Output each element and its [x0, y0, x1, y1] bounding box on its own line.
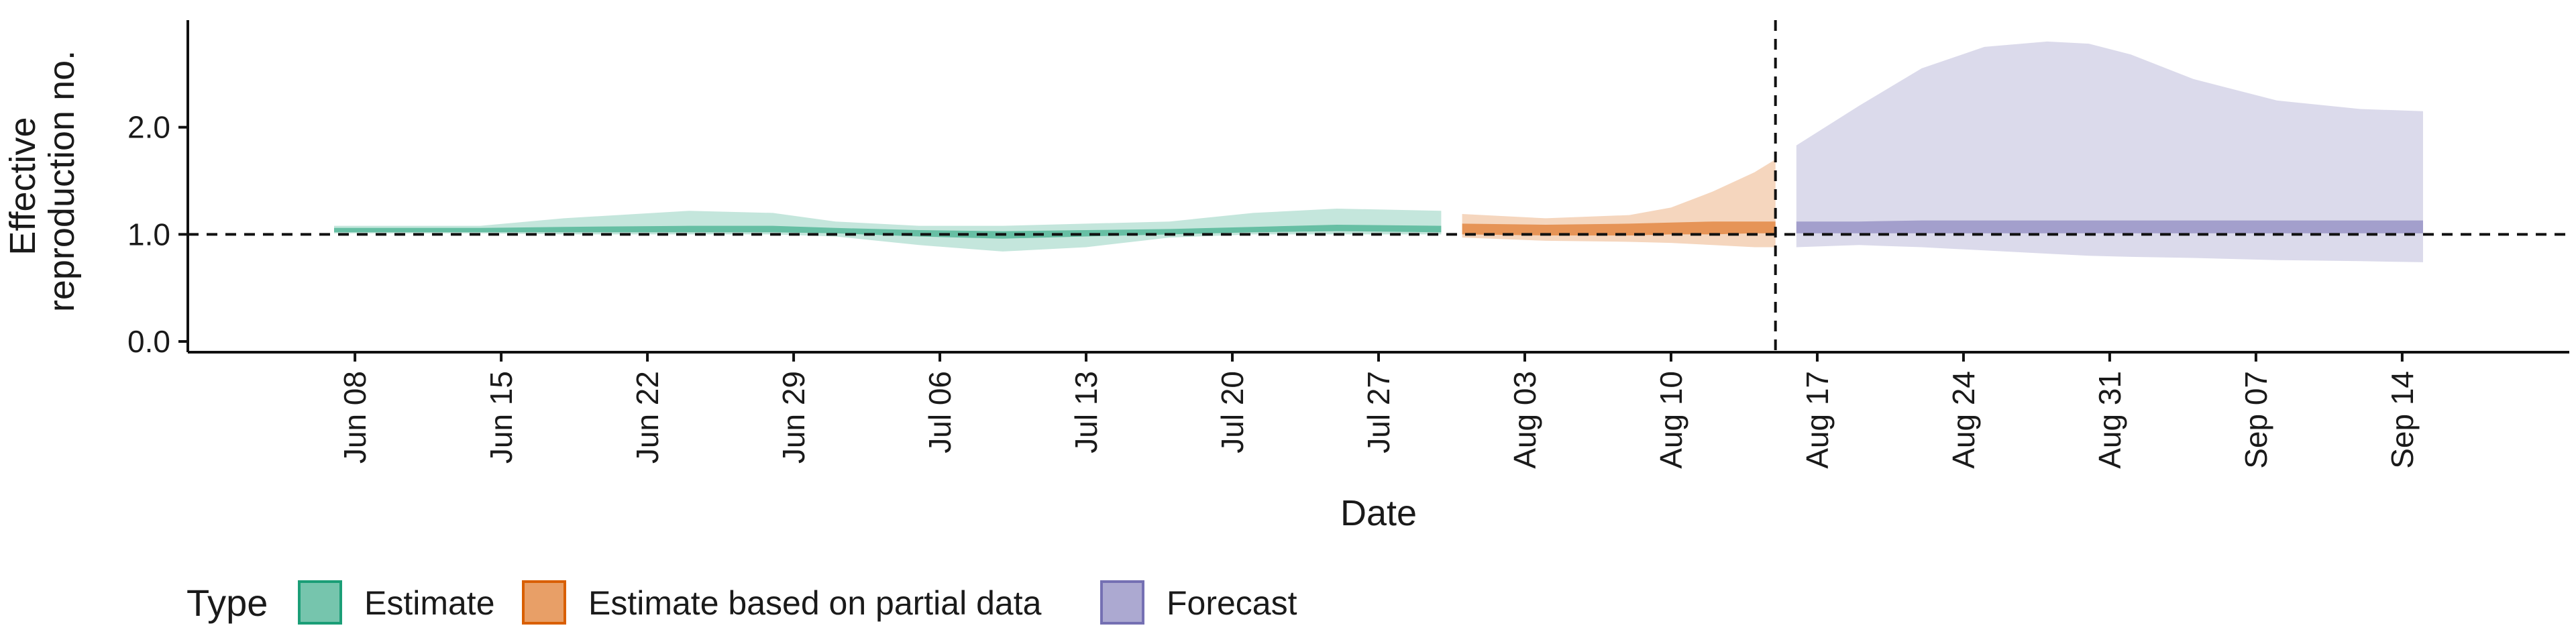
- y-tick-label: 0.0: [127, 324, 170, 359]
- axes: 0.0 1.0 2.0 Jun 08 Jun 15 Jun 22 Jun 29 Jul 06 J…: [127, 20, 2569, 469]
- x-tick-label: Aug 31: [2092, 371, 2127, 469]
- y-axis-title-line1: Effective: [3, 117, 43, 255]
- legend-swatch-estimate: [298, 580, 342, 625]
- legend-label-estimate: Estimate: [364, 584, 495, 622]
- y-axis-title-line2: reproduction no.: [42, 50, 82, 312]
- ribbon-bands: [334, 41, 2423, 262]
- x-tick-label: Jul 27: [1361, 371, 1396, 453]
- x-tick-label: Aug 17: [1800, 371, 1835, 469]
- ribbon-inner-estimate: [334, 225, 1442, 239]
- legend-label-partial: Estimate based on partial data: [588, 584, 1042, 622]
- y-axis-title: Effective reproduction no.: [3, 50, 82, 312]
- ribbon-inner-partial: [1462, 221, 1776, 235]
- reference-lines: [188, 20, 2569, 352]
- x-tick-label: Aug 10: [1654, 371, 1688, 469]
- legend-title: Type: [186, 582, 268, 624]
- x-axis-title: Date: [1340, 493, 1417, 533]
- x-tick-label: Jun 22: [630, 371, 665, 464]
- x-tick-label: Sep 14: [2385, 371, 2420, 469]
- x-tick-label: Jul 20: [1215, 371, 1250, 453]
- y-tick-label: 1.0: [127, 217, 170, 252]
- x-tick-label: Aug 03: [1507, 371, 1542, 469]
- y-tick-label: 2.0: [127, 110, 170, 145]
- x-tick-label: Jul 13: [1069, 371, 1104, 453]
- legend: Type Estimate Estimate based on partial …: [186, 580, 1297, 625]
- x-tick-label: Aug 24: [1946, 371, 1981, 469]
- legend-label-forecast: Forecast: [1167, 584, 1297, 622]
- x-tick-label: Jun 15: [484, 371, 519, 464]
- x-tick-label: Jun 29: [776, 371, 811, 464]
- x-tick-label: Jun 08: [337, 371, 372, 464]
- x-tick-label: Sep 07: [2239, 371, 2273, 469]
- x-tick-label: Jul 06: [922, 371, 957, 453]
- legend-swatch-partial: [522, 580, 566, 625]
- axis-labels: Date Effective reproduction no.: [3, 50, 1417, 533]
- ribbon-inner-forecast: [1796, 220, 2423, 233]
- ribbon-outer-forecast: [1796, 41, 2423, 262]
- legend-swatch-forecast: [1100, 580, 1144, 625]
